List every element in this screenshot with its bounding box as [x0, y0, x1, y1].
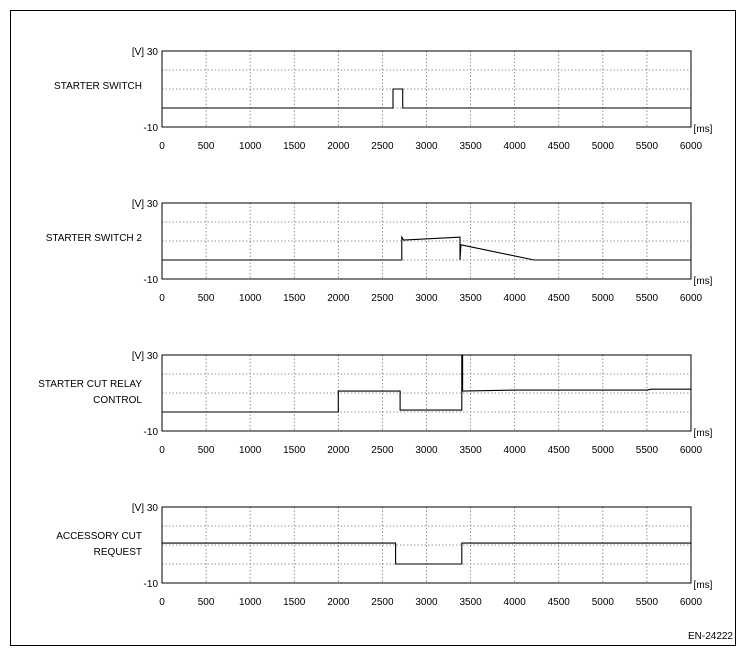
x-tick-label: 3500 — [459, 293, 482, 304]
x-tick-label: 500 — [198, 445, 215, 456]
y-min-tick-label: -10 — [144, 579, 159, 590]
x-unit-label: [ms] — [694, 124, 713, 135]
x-tick-label: 5500 — [636, 445, 659, 456]
x-tick-label: 500 — [198, 597, 215, 608]
x-tick-label: 3000 — [415, 141, 438, 152]
x-tick-label: 3000 — [415, 293, 438, 304]
x-tick-label: 6000 — [680, 445, 703, 456]
x-tick-label: 3000 — [415, 445, 438, 456]
figure-frame — [10, 10, 736, 646]
x-tick-label: 4500 — [548, 445, 571, 456]
x-tick-label: 1500 — [283, 141, 306, 152]
x-tick-label: 5000 — [592, 445, 615, 456]
plot-frame — [161, 202, 692, 280]
x-tick-label: 2000 — [327, 445, 350, 456]
y-max-tick-label: [V] 30 — [132, 47, 159, 58]
chart-3: [V] 30 -10 [ms] 0 500 1000 1500 2000 2500 3000 350… — [38, 351, 713, 456]
x-unit-label: [ms] — [694, 428, 713, 439]
x-tick-label: 5500 — [636, 597, 659, 608]
x-tick-label: 4500 — [548, 141, 571, 152]
x-tick-label: 2500 — [371, 293, 394, 304]
figure-id: EN-24222 — [687, 631, 733, 642]
plot-frame — [161, 354, 692, 432]
signal-label: ACCESSORY CUT — [56, 531, 142, 542]
x-tick-label: 5000 — [592, 141, 615, 152]
x-tick-label: 2500 — [371, 141, 394, 152]
x-tick-label: 1000 — [239, 141, 262, 152]
signal-label: REQUEST — [94, 547, 142, 558]
x-tick-label: 6000 — [680, 293, 703, 304]
y-max-tick-label: [V] 30 — [132, 503, 159, 514]
x-tick-label: 2000 — [327, 597, 350, 608]
x-tick-label: 1500 — [283, 597, 306, 608]
x-tick-label: 1500 — [283, 293, 306, 304]
x-tick-label: 1000 — [239, 293, 262, 304]
y-min-tick-label: -10 — [144, 275, 159, 286]
x-tick-label: 4000 — [504, 445, 527, 456]
x-tick-label: 4000 — [504, 293, 527, 304]
chart-1: [V] 30 -10 [ms] 0 500 1000 1500 2000 2500 3000 350… — [54, 47, 713, 152]
y-max-tick-label: [V] 30 — [132, 351, 159, 362]
x-tick-label: 0 — [159, 293, 165, 304]
x-tick-label: 500 — [198, 141, 215, 152]
x-tick-label: 2500 — [371, 597, 394, 608]
chart-2: [V] 30 -10 [ms] 0 500 1000 1500 2000 2500 3000 350… — [46, 199, 713, 304]
x-tick-label: 3500 — [459, 597, 482, 608]
chart-4: [V] 30 -10 [ms] 0 500 1000 1500 2000 2500 3000 350… — [56, 503, 712, 608]
x-unit-label: [ms] — [694, 580, 713, 591]
x-tick-label: 0 — [159, 141, 165, 152]
x-tick-label: 6000 — [680, 597, 703, 608]
x-tick-label: 4000 — [504, 597, 527, 608]
signal-label: STARTER CUT RELAY — [38, 379, 142, 390]
x-tick-label: 500 — [198, 293, 215, 304]
y-min-tick-label: -10 — [144, 123, 159, 134]
x-tick-label: 6000 — [680, 141, 703, 152]
x-tick-label: 5500 — [636, 293, 659, 304]
signal-label: CONTROL — [93, 395, 142, 406]
plot-frame — [161, 506, 692, 584]
x-tick-label: 2500 — [371, 445, 394, 456]
x-tick-label: 2000 — [327, 141, 350, 152]
x-tick-label: 1000 — [239, 445, 262, 456]
x-unit-label: [ms] — [694, 276, 713, 287]
signal-label: STARTER SWITCH — [54, 81, 142, 92]
x-tick-label: 1000 — [239, 597, 262, 608]
x-tick-label: 3000 — [415, 597, 438, 608]
x-tick-label: 3500 — [459, 141, 482, 152]
plot-frame — [161, 50, 692, 128]
y-max-tick-label: [V] 30 — [132, 199, 159, 210]
x-tick-label: 5000 — [592, 597, 615, 608]
x-tick-label: 0 — [159, 597, 165, 608]
x-tick-label: 5000 — [592, 293, 615, 304]
x-tick-label: 0 — [159, 445, 165, 456]
signal-trace — [162, 88, 691, 109]
x-tick-label: 3500 — [459, 445, 482, 456]
signal-label: STARTER SWITCH 2 — [46, 233, 143, 244]
signal-trace — [162, 235, 691, 261]
x-tick-label: 4000 — [504, 141, 527, 152]
x-tick-label: 1500 — [283, 445, 306, 456]
x-tick-label: 4500 — [548, 597, 571, 608]
signal-trace — [162, 355, 691, 413]
x-tick-label: 5500 — [636, 141, 659, 152]
y-min-tick-label: -10 — [144, 427, 159, 438]
x-tick-label: 4500 — [548, 293, 571, 304]
x-tick-label: 2000 — [327, 293, 350, 304]
signal-trace — [162, 542, 691, 565]
